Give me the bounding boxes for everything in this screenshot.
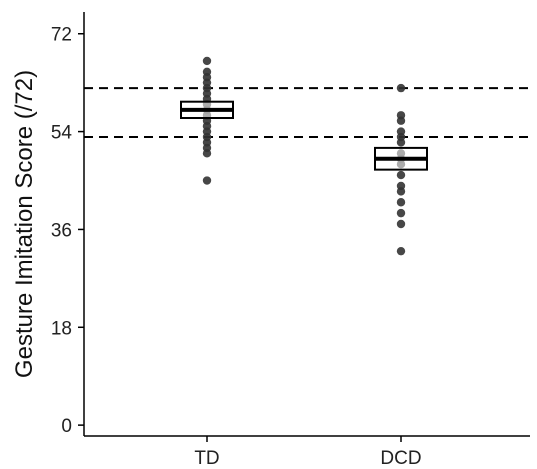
y-tick-label: 18 (51, 318, 72, 339)
data-point (396, 111, 406, 120)
reference-lines-layer (84, 87, 530, 139)
y-ticks-layer: 0 18 36 54 72 (51, 25, 84, 437)
y-tick-label: 0 (61, 416, 72, 437)
y-tick-label: 54 (51, 123, 73, 144)
data-point (396, 83, 406, 93)
data-point (202, 56, 212, 66)
y-tick-label: 72 (51, 25, 72, 46)
x-tick-label: TD (194, 448, 219, 469)
data-point (396, 127, 406, 136)
data-point (396, 219, 406, 229)
data-point (202, 176, 212, 185)
data-point (202, 67, 212, 76)
data-point (396, 208, 406, 218)
boxes-layer (180, 100, 428, 171)
x-ticks-layer: TD DCD (194, 436, 422, 469)
data-point (396, 246, 406, 256)
y-axis-title: Gesture Imitation Score (/72) (11, 70, 38, 378)
data-point (396, 170, 406, 180)
y-tick-label: 36 (51, 220, 72, 241)
axes-layer (83, 12, 530, 437)
data-point (396, 181, 406, 191)
x-tick-label: DCD (380, 448, 421, 469)
data-point (396, 198, 406, 207)
